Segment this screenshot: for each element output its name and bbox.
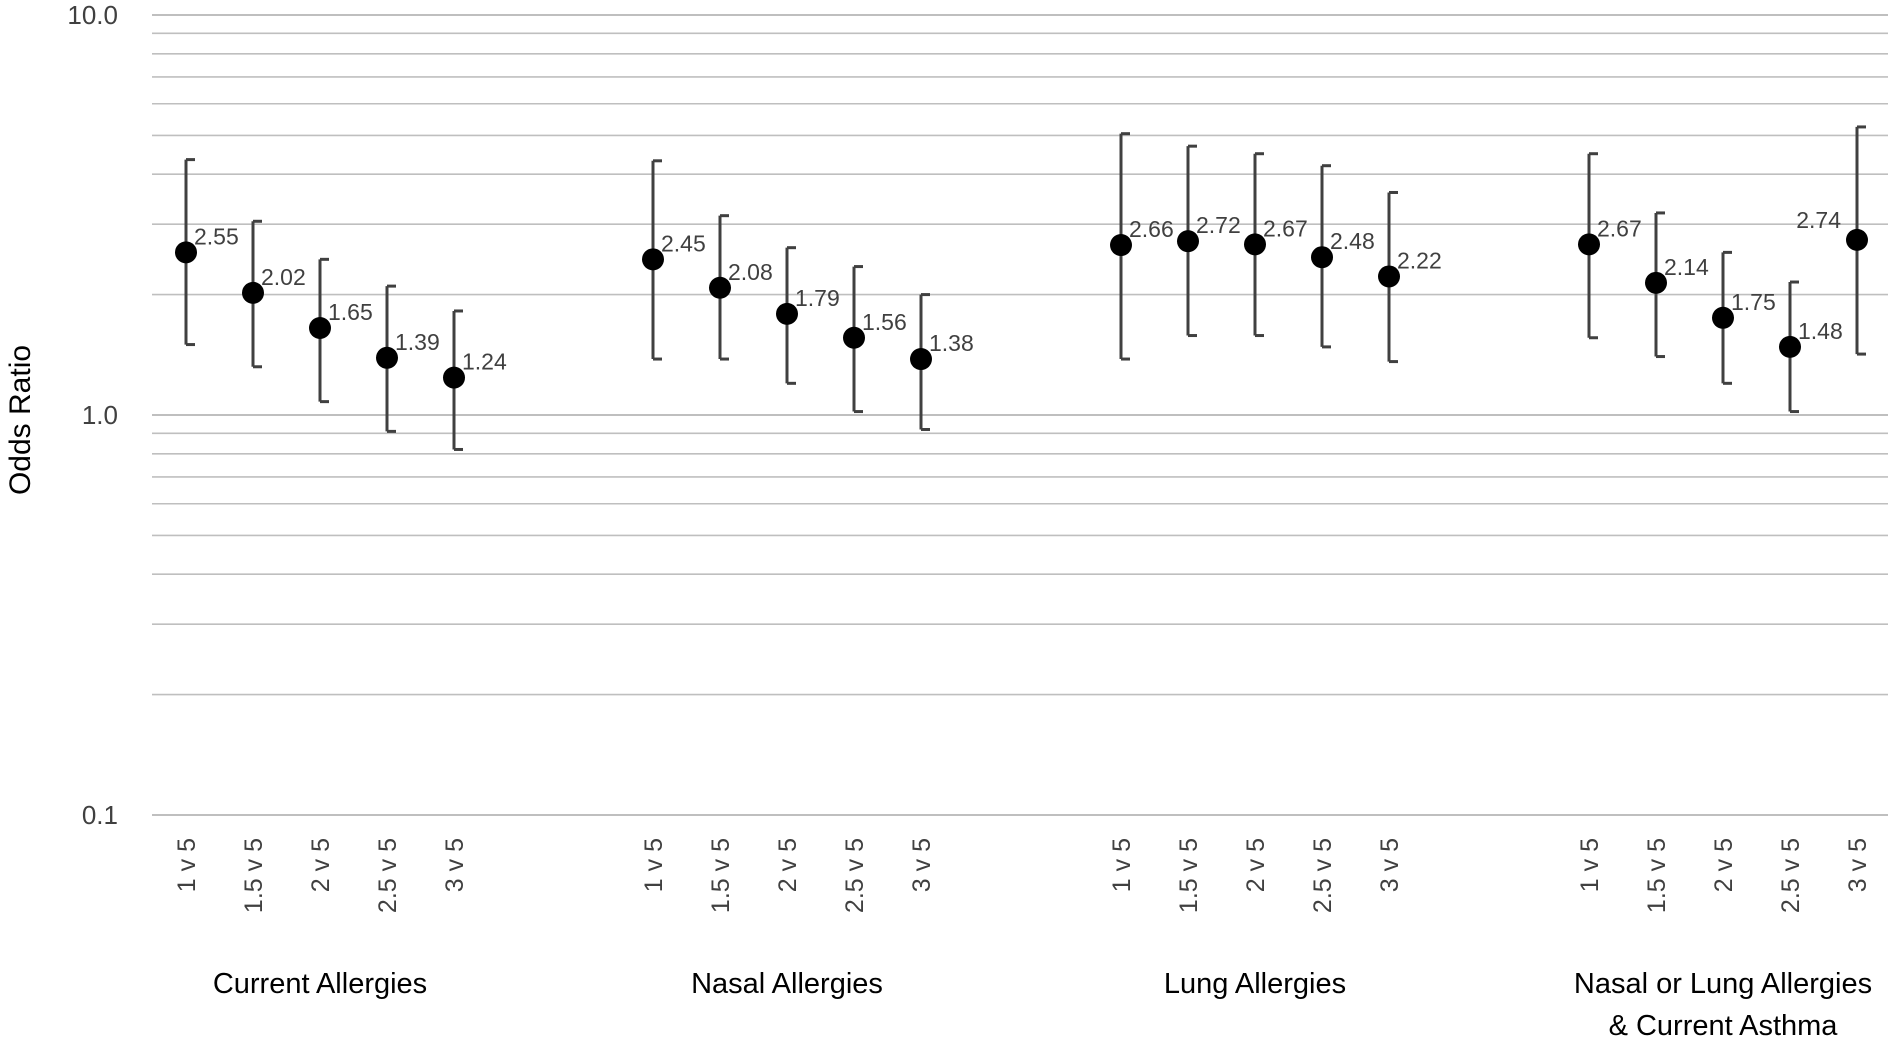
- data-point: [309, 317, 331, 340]
- group-label: Nasal Allergies: [691, 968, 883, 1000]
- series-points: 2.55 2.02 1.65 1.39 1.24 2.45 2.08 1.79 1.56 1.38…: [175, 125, 1868, 451]
- data-label: 1.65: [328, 299, 373, 325]
- y-axis-label: Odds Ratio: [4, 345, 37, 495]
- data-label: 2.14: [1664, 254, 1709, 280]
- x-category-label: 2.5 v 5: [1777, 838, 1805, 913]
- data-point: [1645, 271, 1667, 294]
- x-category-label: 3 v 5: [1376, 838, 1404, 892]
- data-point: [843, 326, 865, 349]
- data-label: 1.48: [1798, 318, 1843, 344]
- x-category-label: 1.5 v 5: [707, 838, 735, 913]
- data-label: 1.38: [929, 330, 974, 356]
- x-category-label: 1.5 v 5: [240, 838, 268, 913]
- x-category-label: 1.5 v 5: [1175, 838, 1203, 913]
- x-category-label: 1 v 5: [1108, 838, 1136, 892]
- data-label: 1.39: [395, 329, 440, 355]
- data-label: 2.48: [1330, 228, 1375, 254]
- x-category-label: 2 v 5: [774, 838, 802, 892]
- x-category-label: 2 v 5: [1710, 838, 1738, 892]
- x-category-label: 3 v 5: [1844, 838, 1872, 892]
- data-label: 1.79: [795, 285, 840, 311]
- group-label: Lung Allergies: [1164, 968, 1346, 1000]
- data-label: 1.24: [462, 349, 507, 375]
- data-label: 2.74: [1796, 207, 1841, 233]
- data-point: [1378, 265, 1400, 288]
- x-category-label: 2 v 5: [1242, 838, 1270, 892]
- y-tick-label: 1.0: [82, 400, 118, 430]
- data-point: [642, 248, 664, 271]
- y-tick-label: 10.0: [67, 0, 118, 30]
- data-label: 2.08: [728, 259, 773, 285]
- data-point: [776, 302, 798, 325]
- data-label: 2.67: [1263, 215, 1308, 241]
- x-category-label: 3 v 5: [908, 838, 936, 892]
- x-category-label: 2.5 v 5: [1309, 838, 1337, 913]
- data-point: [709, 276, 731, 299]
- x-category-label: 1 v 5: [1576, 838, 1604, 892]
- x-category-label: 2.5 v 5: [374, 838, 402, 913]
- y-tick-label: 0.1: [82, 800, 118, 830]
- x-category-label: 1 v 5: [640, 838, 668, 892]
- data-point: [1110, 234, 1132, 257]
- data-point: [242, 281, 264, 304]
- group-label: Current Allergies: [213, 968, 427, 1000]
- data-label: 2.22: [1397, 247, 1442, 273]
- data-point: [175, 241, 197, 264]
- data-label: 2.02: [261, 264, 306, 290]
- data-point: [1244, 233, 1266, 256]
- data-label: 1.56: [862, 309, 907, 335]
- x-category-label: 1 v 5: [173, 838, 201, 892]
- x-category-label: 3 v 5: [441, 838, 469, 892]
- group-label: & Current Asthma: [1609, 1010, 1839, 1042]
- x-category-label: 1.5 v 5: [1643, 838, 1671, 913]
- data-point: [1779, 335, 1801, 358]
- data-label: 2.55: [194, 223, 239, 249]
- data-point: [1712, 306, 1734, 329]
- group-label: Nasal or Lung Allergies: [1574, 968, 1872, 1000]
- data-point: [1177, 230, 1199, 253]
- data-point: [1311, 246, 1333, 269]
- data-label: 2.72: [1196, 212, 1241, 238]
- data-label: 2.66: [1129, 216, 1174, 242]
- data-point: [1846, 228, 1868, 251]
- data-point: [376, 346, 398, 369]
- data-label: 2.67: [1597, 215, 1642, 241]
- group-labels: Current Allergies Nasal Allergies Lung All…: [213, 968, 1872, 1042]
- y-axis-ticks: 0.1 1.0 10.0: [67, 0, 118, 830]
- x-axis-categories: 1 v 5 1.5 v 5 2 v 5 2.5 v 5 3 v 5 1 v 5 1.5 v …: [173, 838, 1872, 913]
- gridlines: [152, 14, 1888, 816]
- data-point: [1578, 233, 1600, 256]
- x-category-label: 2 v 5: [307, 838, 335, 892]
- data-point: [443, 366, 465, 389]
- data-label: 2.45: [661, 230, 706, 256]
- data-label: 1.75: [1731, 289, 1776, 315]
- data-point: [910, 348, 932, 371]
- x-category-label: 2.5 v 5: [841, 838, 869, 913]
